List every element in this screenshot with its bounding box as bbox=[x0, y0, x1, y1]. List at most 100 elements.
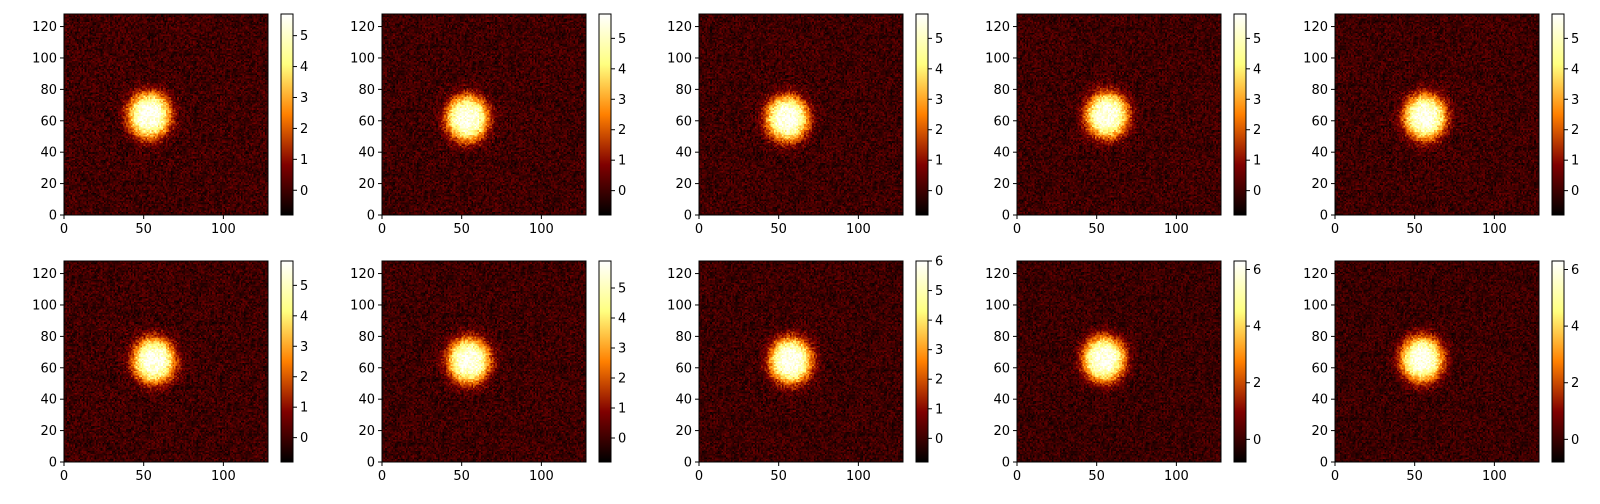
x-tick-label: 0 bbox=[1013, 469, 1021, 484]
x-tick-label: 100 bbox=[1482, 222, 1507, 237]
y-tick-label: 100 bbox=[1303, 298, 1328, 313]
y-tick-label: 60 bbox=[675, 114, 692, 129]
y-tick-label: 0 bbox=[1320, 456, 1328, 471]
colorbar bbox=[1233, 13, 1247, 216]
x-tick-label: 100 bbox=[211, 222, 236, 237]
y-tick-label: 120 bbox=[350, 20, 375, 35]
y-tick-label: 40 bbox=[1311, 146, 1328, 161]
colorbar bbox=[598, 13, 612, 216]
colorbar bbox=[915, 260, 929, 463]
y-tick-label: 60 bbox=[40, 114, 57, 129]
y-tick-label: 100 bbox=[985, 51, 1010, 66]
x-tick-label: 50 bbox=[453, 469, 470, 484]
colorbar-tick-label: 3 bbox=[1571, 93, 1579, 108]
y-tick-label: 120 bbox=[667, 267, 692, 282]
colorbar-tick-label: 4 bbox=[1571, 62, 1579, 77]
colorbar bbox=[1233, 260, 1247, 463]
y-tick-label: 20 bbox=[1311, 424, 1328, 439]
heatmap-image bbox=[699, 14, 903, 215]
y-tick-label: 60 bbox=[993, 361, 1010, 376]
y-tick-label: 100 bbox=[32, 51, 57, 66]
x-tick-label: 50 bbox=[1406, 222, 1423, 237]
heatmap-image bbox=[1335, 14, 1539, 215]
y-tick-label: 80 bbox=[358, 330, 375, 345]
heatmap-image bbox=[699, 261, 903, 462]
y-tick-label: 120 bbox=[32, 20, 57, 35]
y-tick-label: 20 bbox=[40, 177, 57, 192]
y-tick-label: 0 bbox=[1320, 209, 1328, 224]
panel-4: 0 50 100 0 20 40 60 80 100 120 0 1 2 3 4 5 bbox=[985, 13, 1261, 237]
y-tick-label: 20 bbox=[993, 177, 1010, 192]
y-tick-label: 100 bbox=[667, 298, 692, 313]
panel-9: 0 50 100 0 20 40 60 80 100 120 0 2 4 6 bbox=[985, 260, 1261, 484]
x-tick-label: 0 bbox=[1331, 469, 1339, 484]
colorbar-tick-label: 4 bbox=[300, 309, 308, 324]
colorbar-tick-label: 5 bbox=[935, 32, 943, 47]
axes-frame bbox=[381, 260, 587, 463]
y-tick-label: 40 bbox=[40, 393, 57, 408]
y-tick-label: 40 bbox=[1311, 393, 1328, 408]
y-tick-label: 80 bbox=[993, 330, 1010, 345]
x-tick-label: 50 bbox=[135, 222, 152, 237]
y-tick-label: 120 bbox=[985, 20, 1010, 35]
colorbar-tick-label: 0 bbox=[1253, 433, 1261, 448]
colorbar-tick-label: 5 bbox=[618, 282, 626, 297]
y-tick-label: 0 bbox=[684, 456, 692, 471]
colorbar-tick-label: 0 bbox=[935, 184, 943, 199]
x-tick-label: 0 bbox=[695, 222, 703, 237]
y-tick-label: 80 bbox=[40, 83, 57, 98]
axes-frame bbox=[698, 260, 904, 463]
axes-frame bbox=[698, 13, 904, 216]
colorbar-tick-label: 0 bbox=[1253, 184, 1261, 199]
colorbar-tick-label: 1 bbox=[300, 153, 308, 168]
y-tick-label: 60 bbox=[358, 114, 375, 129]
colorbar-tick-label: 1 bbox=[1571, 154, 1579, 169]
panel-3: 0 50 100 0 20 40 60 80 100 120 0 1 2 3 4 5 bbox=[667, 13, 943, 237]
colorbar-tick-label: 0 bbox=[1571, 184, 1579, 199]
y-tick-label: 20 bbox=[675, 424, 692, 439]
x-tick-label: 100 bbox=[1164, 222, 1189, 237]
y-tick-label: 0 bbox=[367, 209, 375, 224]
colorbar-tick-label: 5 bbox=[1253, 32, 1261, 47]
colorbar-tick-label: 3 bbox=[618, 93, 626, 108]
x-tick-label: 50 bbox=[770, 222, 787, 237]
colorbar-tick-label: 2 bbox=[935, 373, 943, 388]
axes-frame bbox=[1016, 13, 1222, 216]
y-tick-label: 80 bbox=[1311, 330, 1328, 345]
y-tick-label: 60 bbox=[675, 361, 692, 376]
colorbar-tick-label: 4 bbox=[935, 62, 943, 77]
colorbar-tick-label: 5 bbox=[300, 279, 308, 294]
colorbar-tick-label: 2 bbox=[300, 370, 308, 385]
y-tick-label: 40 bbox=[40, 146, 57, 161]
colorbar bbox=[1551, 260, 1565, 463]
y-tick-label: 40 bbox=[993, 146, 1010, 161]
colorbar-tick-label: 2 bbox=[618, 372, 626, 387]
heatmap-image bbox=[382, 261, 586, 462]
colorbar-tick-label: 1 bbox=[935, 154, 943, 169]
y-tick-label: 0 bbox=[1002, 209, 1010, 224]
y-tick-label: 60 bbox=[40, 361, 57, 376]
y-tick-label: 100 bbox=[350, 51, 375, 66]
colorbar bbox=[598, 260, 612, 463]
colorbar-tick-label: 6 bbox=[935, 255, 943, 270]
colorbar-tick-label: 2 bbox=[1253, 376, 1261, 391]
y-tick-label: 20 bbox=[1311, 177, 1328, 192]
y-tick-label: 100 bbox=[985, 298, 1010, 313]
y-tick-label: 80 bbox=[675, 330, 692, 345]
x-tick-label: 50 bbox=[453, 222, 470, 237]
y-tick-label: 60 bbox=[1311, 361, 1328, 376]
x-tick-label: 50 bbox=[135, 469, 152, 484]
panel-2: 0 50 100 0 20 40 60 80 100 120 0 1 2 3 4 5 bbox=[350, 13, 626, 237]
x-tick-label: 0 bbox=[1013, 222, 1021, 237]
colorbar-tick-label: 2 bbox=[1571, 123, 1579, 138]
colorbar bbox=[280, 260, 294, 463]
x-tick-label: 50 bbox=[1406, 469, 1423, 484]
y-tick-label: 40 bbox=[358, 393, 375, 408]
colorbar-tick-label: 6 bbox=[1571, 263, 1579, 278]
y-tick-label: 20 bbox=[358, 424, 375, 439]
x-tick-label: 100 bbox=[846, 222, 871, 237]
colorbar-tick-label: 1 bbox=[618, 402, 626, 417]
y-tick-label: 120 bbox=[1303, 20, 1328, 35]
y-tick-label: 0 bbox=[1002, 456, 1010, 471]
